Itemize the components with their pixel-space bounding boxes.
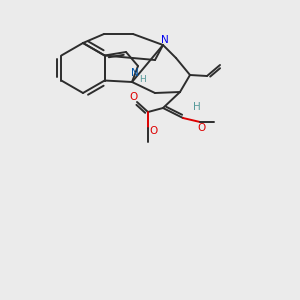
Text: H: H — [140, 74, 146, 83]
Text: H: H — [193, 102, 201, 112]
Text: N: N — [161, 35, 169, 45]
Text: N: N — [131, 68, 139, 78]
Text: O: O — [197, 123, 205, 133]
Text: O: O — [130, 92, 138, 102]
Text: O: O — [149, 126, 157, 136]
